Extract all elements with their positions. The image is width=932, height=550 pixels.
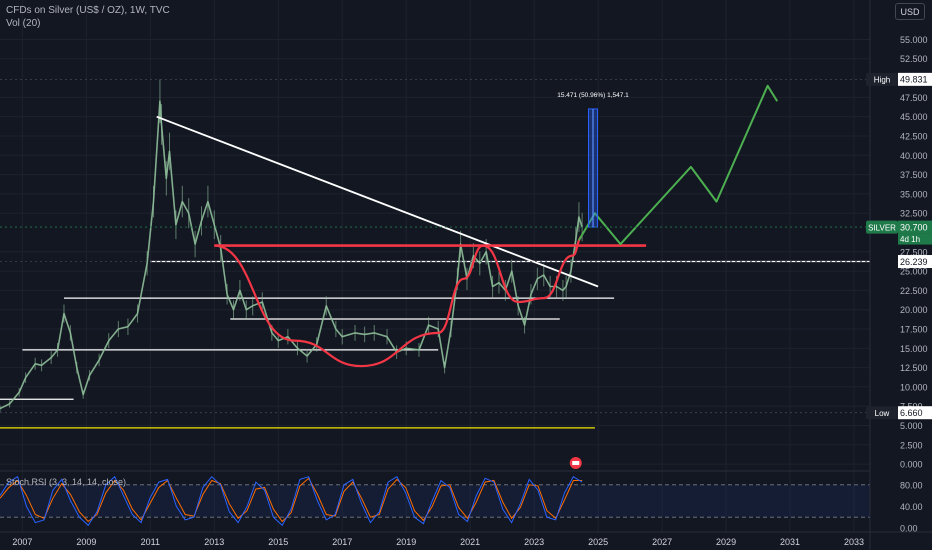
x-tick-label: 2011: [141, 537, 160, 547]
x-tick-label: 2019: [396, 537, 416, 547]
grid: [0, 0, 870, 532]
x-tick-label: 2033: [844, 537, 864, 547]
y-tick-label: 17.500: [900, 325, 928, 335]
marker-value: 30.700: [900, 222, 928, 232]
osc-tick-label: 40.00: [900, 502, 923, 512]
stoch-rsi-label[interactable]: Stoch RSI (3, 3, 14, 14, close): [6, 477, 127, 487]
marker-tag-bg: [866, 220, 898, 234]
price-axis-bg: [870, 0, 932, 550]
osc-tick-label: 80.00: [900, 480, 923, 490]
stoch-k-line: [0, 475, 583, 527]
x-tick-label: 2015: [268, 537, 288, 547]
symbol-title[interactable]: CFDs on Silver (US$ / OZ), 1W, TVC: [6, 5, 170, 16]
projection-path: [578, 84, 779, 246]
y-tick-label: 42.500: [900, 131, 928, 141]
y-tick-label: 0.000: [900, 460, 923, 470]
price-markers: High 49.831 SILVER 30.700 4d 1h 26.239 Low 6.66…: [0, 72, 932, 420]
x-tick-label: 2013: [204, 537, 224, 547]
currency-button[interactable]: USD: [895, 3, 925, 20]
y-tick-label: 2.500: [900, 440, 923, 450]
x-tick-label: 2017: [332, 537, 352, 547]
marker-value-bg: [898, 72, 932, 86]
y-tick-label: 47.500: [900, 93, 928, 103]
event-flag-icon-inner: [572, 461, 580, 465]
y-tick-label: 35.000: [900, 189, 928, 199]
descending-trendline: [156, 115, 599, 288]
x-tick-label: 2031: [780, 537, 800, 547]
x-tick-label: 2025: [588, 537, 608, 547]
osc-tick-label: 0.00: [900, 524, 918, 534]
marker-tag-bg: [866, 72, 898, 86]
y-tick-label: 15.000: [900, 344, 928, 354]
marker-value: 6.660: [900, 408, 923, 418]
marker-value: 49.831: [900, 75, 928, 85]
stoch-rsi-pane[interactable]: [0, 475, 870, 527]
drawings-over[interactable]: 15.471 (50.96%) 1,547.1: [156, 84, 779, 469]
marker-value: 26.239: [900, 257, 928, 267]
y-tick-label: 10.000: [900, 382, 928, 392]
marker-tag: High: [874, 76, 890, 85]
x-tick-label: 2029: [716, 537, 736, 547]
y-tick-label: 22.500: [900, 286, 928, 296]
marker-value-bg: [898, 255, 932, 269]
handle-curve: [482, 235, 583, 304]
x-tick-label: 2023: [524, 537, 544, 547]
y-tick-label: 52.500: [900, 54, 928, 64]
y-tick-label: 25.000: [900, 267, 928, 277]
measure-label: 15.471 (50.96%) 1,547.1: [557, 92, 629, 99]
y-tick-label: 5.000: [900, 421, 923, 431]
y-tick-label: 55.000: [900, 35, 928, 45]
y-tick-label: 20.000: [900, 305, 928, 315]
x-tick-label: 2021: [460, 537, 480, 547]
volume-indicator-label[interactable]: Vol (20): [6, 18, 41, 29]
y-tick-label: 37.500: [900, 170, 928, 180]
y-tick-label: 12.500: [900, 363, 928, 373]
chart-legend: CFDs on Silver (US$ / OZ), 1W, TVC Vol (…: [6, 4, 170, 30]
marker-sub-bg: [898, 233, 932, 245]
stoch-d-line: [0, 477, 583, 523]
x-tick-label: 2007: [12, 537, 32, 547]
y-tick-label: 27.500: [900, 247, 928, 257]
price-series: [0, 79, 583, 412]
drawings-under: [0, 260, 870, 429]
marker-tag: Low: [875, 409, 890, 418]
y-tick-label: 40.000: [900, 151, 928, 161]
cup-curve: [214, 244, 484, 368]
marker-value-bg: [898, 406, 932, 420]
marker-tag-bg: [866, 406, 898, 420]
marker-tag: SILVER: [868, 223, 896, 232]
marker-value-bg: [898, 220, 932, 234]
x-tick-label: 2009: [76, 537, 96, 547]
y-tick-label: 45.000: [900, 112, 928, 122]
x-tick-label: 2027: [652, 537, 672, 547]
y-tick-label: 32.500: [900, 209, 928, 219]
marker-countdown: 4d 1h: [900, 235, 920, 244]
